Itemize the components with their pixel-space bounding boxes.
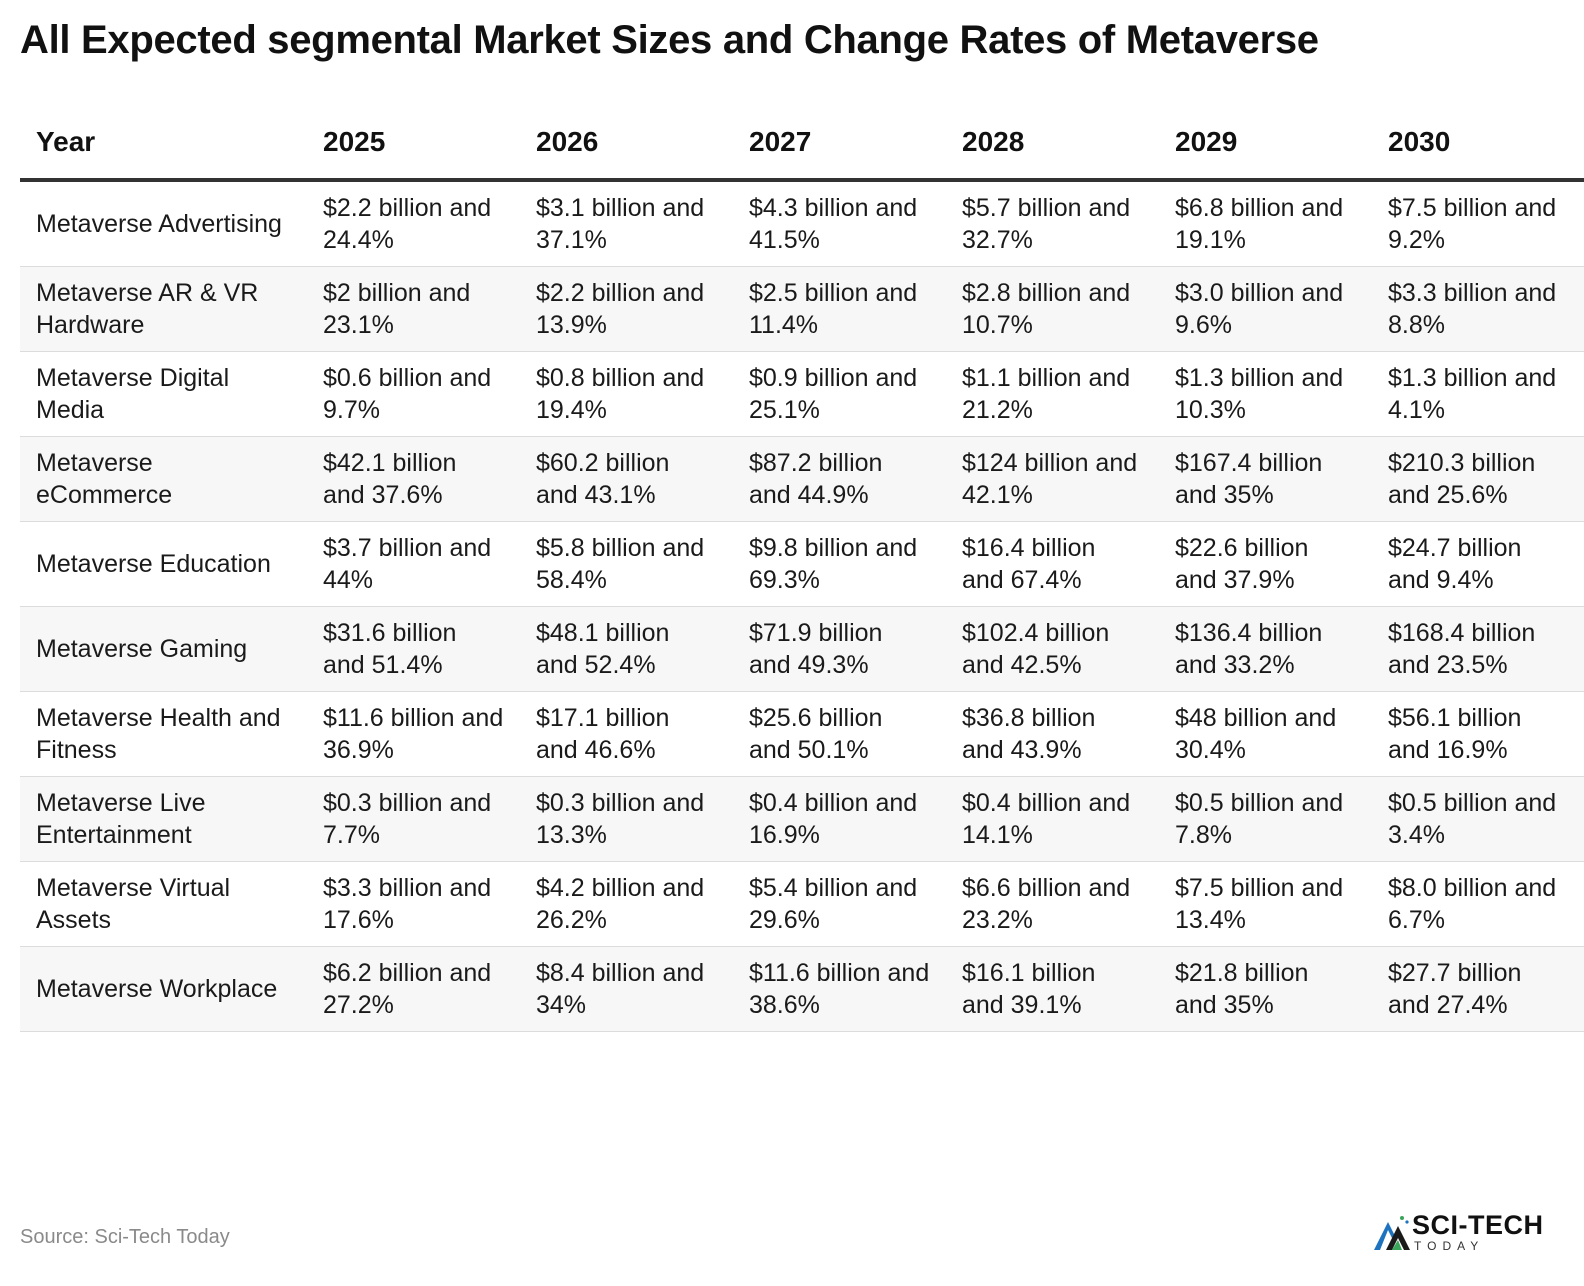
market-size-table: Year 2025 2026 2027 2028 2029 2030 Metav… — [20, 105, 1584, 1032]
sci-tech-today-logo: SCI-TECH TODAY — [1372, 1210, 1547, 1255]
value-cell: $71.9 billion and 49.3% — [749, 619, 883, 679]
value-cell: $0.3 billion and 7.7% — [323, 789, 492, 849]
value-cell: $1.1 billion and 21.2% — [962, 364, 1131, 424]
value-cell: $7.5 billion and 9.2% — [1388, 194, 1557, 254]
value-cell: $56.1 billion and 16.9% — [1388, 704, 1522, 764]
value-cell: $36.8 billion and 43.9% — [962, 704, 1096, 764]
value-cell: $1.3 billion and 4.1% — [1388, 364, 1557, 424]
value-cell: $87.2 billion and 44.9% — [749, 449, 883, 509]
table-row: Metaverse Education $3.7 billion and 44% $… — [20, 522, 1584, 607]
value-cell: $0.5 billion and 3.4% — [1388, 789, 1557, 849]
logo-wordmark: SCI-TECH — [1412, 1210, 1544, 1240]
value-cell: $2.2 billion and 13.9% — [536, 279, 705, 339]
value-cell: $210.3 billion and 25.6% — [1388, 449, 1536, 509]
value-cell: $60.2 billion and 43.1% — [536, 449, 670, 509]
table-row: Metaverse Advertising $2.2 billion and 24… — [20, 180, 1584, 267]
value-cell: $8.0 billion and 6.7% — [1388, 874, 1557, 934]
value-cell: $5.4 billion and 29.6% — [749, 874, 918, 934]
value-cell: $11.6 billion and 38.6% — [749, 959, 930, 1019]
value-cell: $3.3 billion and 17.6% — [323, 874, 492, 934]
segment-name-cell: Metaverse Advertising — [36, 210, 282, 238]
column-header-2030: 2030 — [1372, 105, 1584, 182]
segment-name-cell: Metaverse eCommerce — [36, 449, 173, 509]
value-cell: $4.3 billion and 41.5% — [749, 194, 918, 254]
value-cell: $1.3 billion and 10.3% — [1175, 364, 1344, 424]
table-row: Metaverse eCommerce $42.1 billion and 37.… — [20, 436, 1584, 522]
value-cell: $6.2 billion and 27.2% — [323, 959, 492, 1019]
value-cell: $31.6 billion and 51.4% — [323, 619, 457, 679]
column-header-2028: 2028 — [946, 105, 1159, 182]
value-cell: $21.8 billion and 35% — [1175, 959, 1309, 1019]
segment-name-cell: Metaverse Virtual Assets — [36, 874, 231, 934]
table-row: Metaverse Digital Media $0.6 billion and … — [20, 352, 1584, 437]
segment-name-cell: Metaverse Health and Fitness — [36, 704, 281, 764]
page-title: All Expected segmental Market Sizes and … — [20, 18, 1319, 62]
logo-subtext: TODAY — [1414, 1239, 1485, 1253]
value-cell: $6.6 billion and 23.2% — [962, 874, 1131, 934]
value-cell: $27.7 billion and 27.4% — [1388, 959, 1522, 1019]
value-cell: $42.1 billion and 37.6% — [323, 449, 457, 509]
table-body: Metaverse Advertising $2.2 billion and 24… — [20, 180, 1584, 1032]
value-cell: $6.8 billion and 19.1% — [1175, 194, 1344, 254]
value-cell: $0.4 billion and 16.9% — [749, 789, 918, 849]
value-cell: $2.2 billion and 24.4% — [323, 194, 492, 254]
value-cell: $2.8 billion and 10.7% — [962, 279, 1131, 339]
table-row: Metaverse Virtual Assets $3.3 billion and… — [20, 862, 1584, 947]
value-cell: $168.4 billion and 23.5% — [1388, 619, 1536, 679]
value-cell: $9.8 billion and 69.3% — [749, 534, 918, 594]
segment-name-cell: Metaverse Education — [36, 550, 271, 578]
value-cell: $16.4 billion and 67.4% — [962, 534, 1096, 594]
table-header-row: Year 2025 2026 2027 2028 2029 2030 — [20, 105, 1584, 182]
value-cell: $3.1 billion and 37.1% — [536, 194, 705, 254]
value-cell: $3.3 billion and 8.8% — [1388, 279, 1557, 339]
value-cell: $22.6 billion and 37.9% — [1175, 534, 1309, 594]
column-header-2025: 2025 — [307, 105, 520, 182]
table-row: Metaverse Workplace $6.2 billion and 27.2… — [20, 946, 1584, 1032]
value-cell: $0.9 billion and 25.1% — [749, 364, 918, 424]
column-header-2026: 2026 — [520, 105, 733, 182]
value-cell: $24.7 billion and 9.4% — [1388, 534, 1522, 594]
value-cell: $0.4 billion and 14.1% — [962, 789, 1131, 849]
segment-name-cell: Metaverse Workplace — [36, 975, 278, 1003]
value-cell: $11.6 billion and 36.9% — [323, 704, 504, 764]
segment-name-cell: Metaverse Digital Media — [36, 364, 230, 424]
column-header-2027: 2027 — [733, 105, 946, 182]
value-cell: $25.6 billion and 50.1% — [749, 704, 883, 764]
column-header-year: Year — [20, 105, 307, 182]
logo-mountain-icon — [1374, 1216, 1410, 1250]
value-cell: $5.8 billion and 58.4% — [536, 534, 705, 594]
value-cell: $3.0 billion and 9.6% — [1175, 279, 1344, 339]
table-row: Metaverse Health and Fitness $11.6 billio… — [20, 692, 1584, 777]
value-cell: $0.6 billion and 9.7% — [323, 364, 492, 424]
segment-name-cell: Metaverse Gaming — [36, 635, 248, 663]
value-cell: $48.1 billion and 52.4% — [536, 619, 670, 679]
value-cell: $0.8 billion and 19.4% — [536, 364, 705, 424]
value-cell: $136.4 billion and 33.2% — [1175, 619, 1323, 679]
value-cell: $0.5 billion and 7.8% — [1175, 789, 1344, 849]
segment-name-cell: Metaverse Live Entertainment — [36, 789, 206, 849]
value-cell: $167.4 billion and 35% — [1175, 449, 1323, 509]
value-cell: $5.7 billion and 32.7% — [962, 194, 1131, 254]
value-cell: $124 billion and 42.1% — [962, 449, 1138, 509]
value-cell: $2.5 billion and 11.4% — [749, 279, 918, 339]
value-cell: $16.1 billion and 39.1% — [962, 959, 1096, 1019]
value-cell: $4.2 billion and 26.2% — [536, 874, 705, 934]
table-row: Metaverse Gaming $31.6 billion and 51.4% $… — [20, 606, 1584, 692]
value-cell: $17.1 billion and 46.6% — [536, 704, 670, 764]
source-note: Source: Sci-Tech Today — [20, 1226, 230, 1248]
table-row: Metaverse Live Entertainment $0.3 billion… — [20, 776, 1584, 862]
value-cell: $102.4 billion and 42.5% — [962, 619, 1110, 679]
segment-name-cell: Metaverse AR & VR Hardware — [36, 279, 259, 339]
value-cell: $2 billion and 23.1% — [323, 279, 471, 339]
value-cell: $48 billion and 30.4% — [1175, 704, 1337, 764]
value-cell: $8.4 billion and 34% — [536, 959, 705, 1019]
value-cell: $3.7 billion and 44% — [323, 534, 492, 594]
value-cell: $7.5 billion and 13.4% — [1175, 874, 1344, 934]
value-cell: $0.3 billion and 13.3% — [536, 789, 705, 849]
column-header-2029: 2029 — [1159, 105, 1372, 182]
table-row: Metaverse AR & VR Hardware $2 billion and… — [20, 266, 1584, 352]
